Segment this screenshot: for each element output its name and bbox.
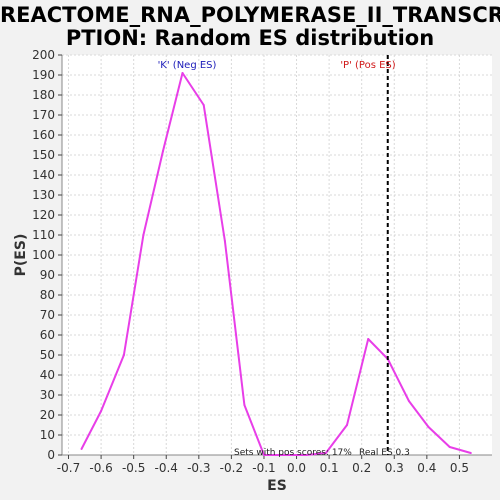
y-tick-label: 100 (32, 248, 55, 262)
y-tick-label: 160 (32, 128, 55, 142)
x-tick-label: -0.1 (252, 461, 275, 475)
y-tick-label: 170 (32, 108, 55, 122)
y-tick-label: 200 (32, 48, 55, 62)
chart-title-line-2: PTION: Random ES distribution (65, 26, 435, 50)
data-point (80, 448, 83, 450)
data-point (142, 234, 145, 236)
x-tick-label: -0.5 (122, 461, 145, 475)
data-point (346, 424, 349, 426)
data-point (284, 454, 287, 456)
sets-with-pos-annotation: Sets with pos scores: 17% (234, 448, 352, 458)
x-tick-label: -0.7 (57, 461, 80, 475)
x-tick-label: 0.5 (450, 461, 469, 475)
pos-es-label: 'P' (Pos ES) (340, 60, 395, 71)
y-tick-label: 30 (40, 388, 55, 402)
labels-group: 'K' (Neg ES) 'P' (Pos ES) Sets with pos … (13, 60, 410, 494)
data-point (161, 150, 164, 152)
data-point (448, 446, 451, 448)
y-tick-label: 120 (32, 208, 55, 222)
ticks: -0.7 -0.6 -0.5 -0.4 -0.3 -0.2 -0.1 0.0 0.1 0.2 0.3… (32, 48, 469, 475)
data-point (202, 104, 205, 106)
y-tick-label: 190 (32, 68, 55, 82)
data-point (223, 240, 226, 242)
x-tick-label: -0.4 (155, 461, 178, 475)
y-tick-label: 50 (40, 348, 55, 362)
data-point (100, 410, 103, 412)
y-tick-label: 180 (32, 88, 55, 102)
data-point (243, 404, 246, 406)
data-point (305, 454, 308, 456)
series-group (80, 72, 472, 456)
y-axis-label: P(ES) (13, 234, 29, 277)
y-tick-label: 140 (32, 168, 55, 182)
x-tick-label: -0.2 (220, 461, 243, 475)
y-tick-label: 20 (40, 408, 55, 422)
grid (62, 54, 492, 456)
x-tick-label: -0.3 (187, 461, 210, 475)
chart-title-line-1: REACTOME_RNA_POLYMERASE_II_TRANSCRI (0, 3, 500, 27)
data-point (262, 454, 265, 456)
x-tick-label: -0.6 (89, 461, 112, 475)
y-tick-label: 10 (40, 428, 55, 442)
x-tick-label: 0.3 (385, 461, 404, 475)
y-tick-label: 110 (32, 228, 55, 242)
x-tick-label: 0.0 (287, 461, 306, 475)
data-point (367, 338, 370, 340)
data-point (407, 400, 410, 402)
y-tick-label: 70 (40, 308, 55, 322)
y-tick-label: 80 (40, 288, 55, 302)
data-point (427, 426, 430, 428)
y-tick-label: 60 (40, 328, 55, 342)
data-point (324, 452, 327, 454)
y-tick-label: 150 (32, 148, 55, 162)
x-axis-label: ES (267, 478, 287, 494)
x-tick-label: 0.2 (352, 461, 371, 475)
es-distribution-line (80, 72, 472, 456)
x-tick-label: 0.4 (417, 461, 436, 475)
data-point (469, 452, 472, 454)
data-point (181, 72, 184, 74)
x-tick-label: 0.1 (320, 461, 339, 475)
y-tick-label: 130 (32, 188, 55, 202)
y-tick-label: 40 (40, 368, 55, 382)
real-es-annotation: Real ES 0.3 (359, 448, 410, 458)
data-point (122, 354, 125, 356)
y-tick-label: 0 (47, 448, 55, 462)
y-tick-label: 90 (40, 268, 55, 282)
neg-es-label: 'K' (Neg ES) (158, 60, 217, 71)
